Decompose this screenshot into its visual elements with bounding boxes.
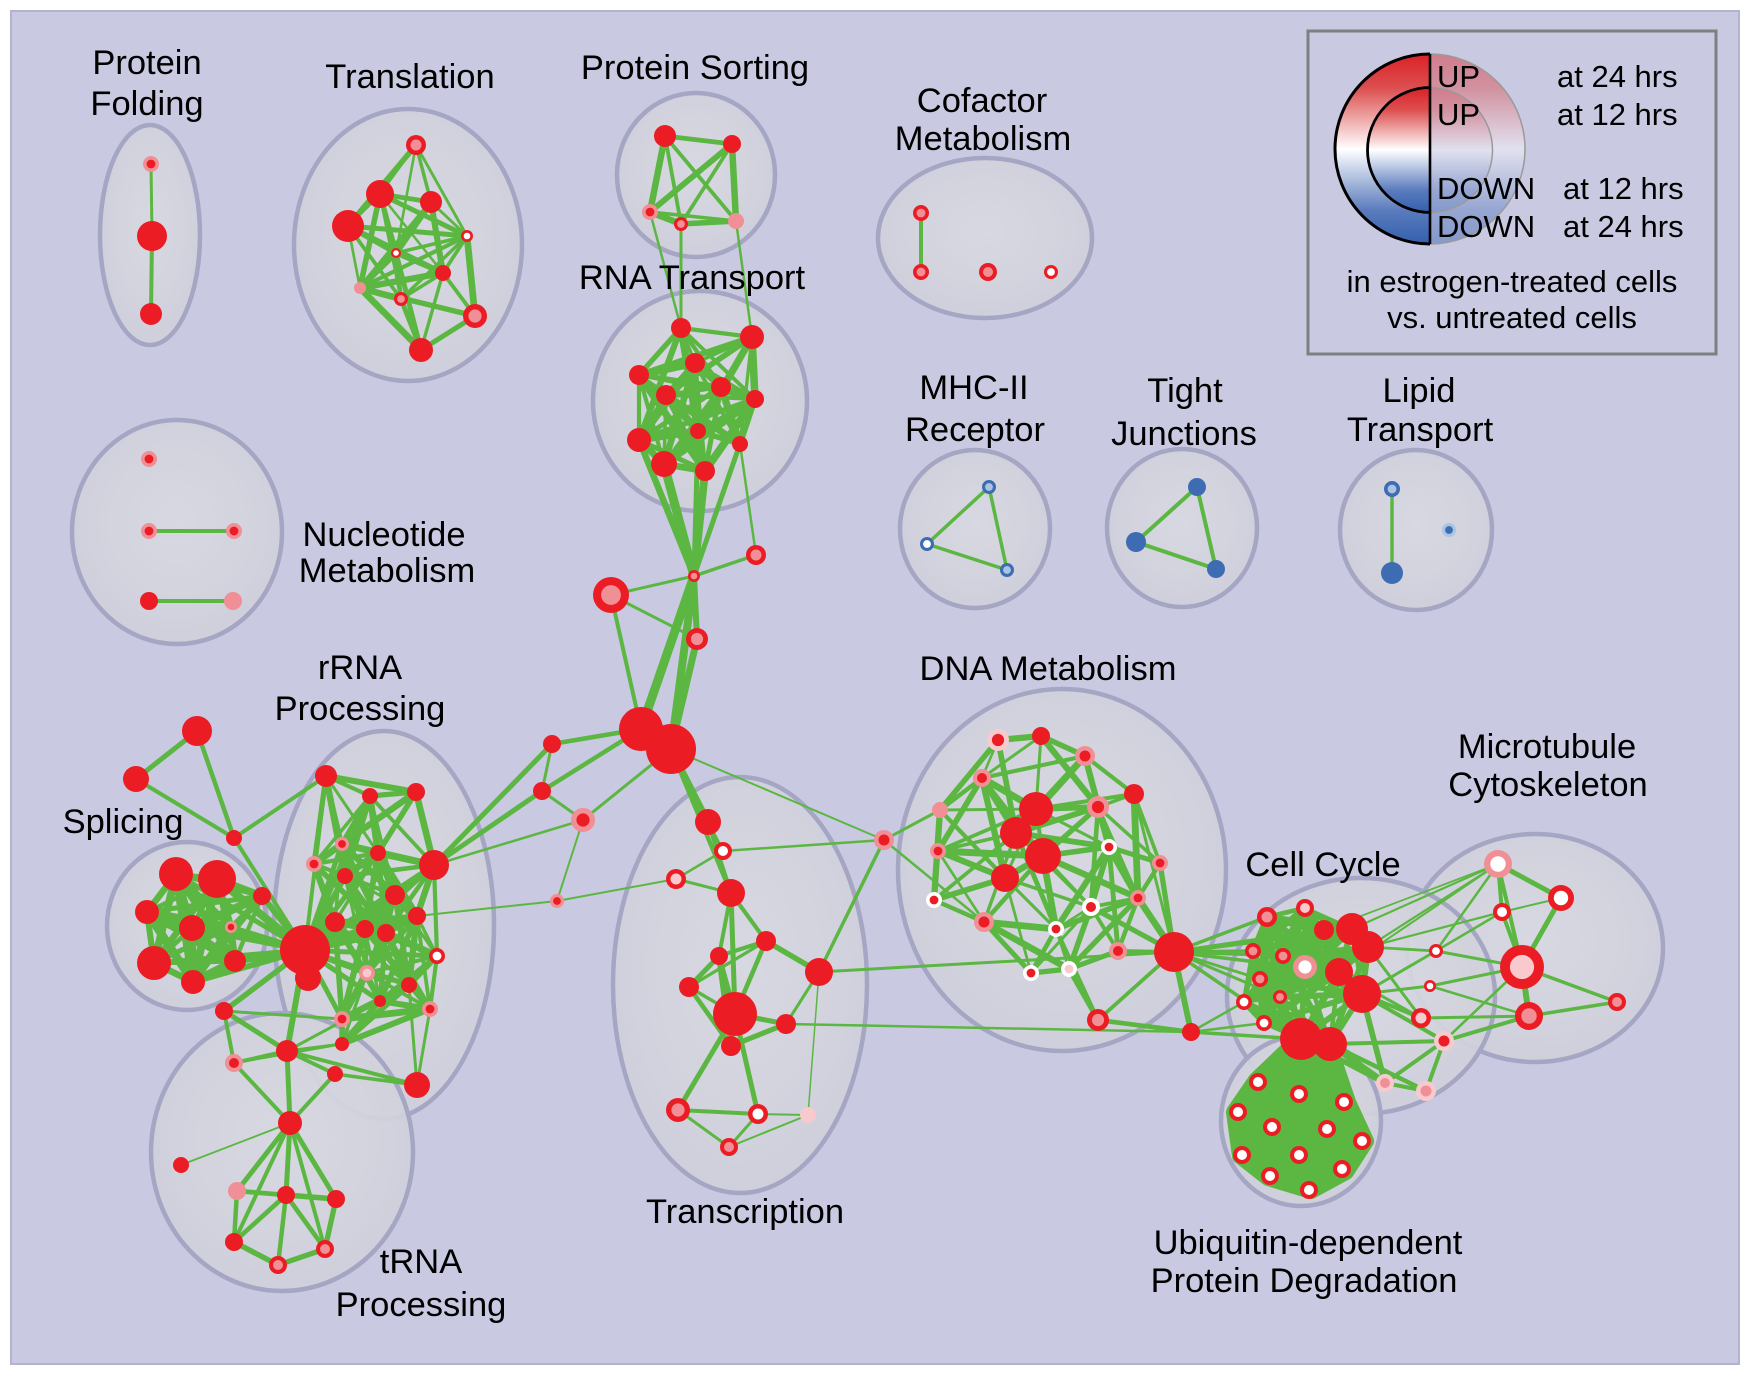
svg-text:Microtubule: Microtubule [1458, 728, 1636, 766]
svg-text:Ubiquitin-dependent: Ubiquitin-dependent [1154, 1224, 1463, 1262]
svg-text:DNA Metabolism: DNA Metabolism [920, 650, 1177, 688]
svg-text:at 12 hrs: at 12 hrs [1557, 97, 1678, 132]
svg-text:Metabolism: Metabolism [895, 120, 1071, 158]
svg-text:Cell Cycle: Cell Cycle [1245, 846, 1400, 884]
svg-text:Transcription: Transcription [646, 1193, 844, 1231]
svg-text:DOWN: DOWN [1437, 171, 1535, 206]
svg-text:Folding: Folding [90, 85, 203, 123]
svg-text:Processing: Processing [275, 690, 446, 728]
svg-text:tRNA: tRNA [380, 1243, 462, 1281]
svg-text:UP: UP [1437, 97, 1480, 132]
svg-text:Protein: Protein [92, 44, 201, 82]
svg-text:DOWN: DOWN [1437, 209, 1535, 244]
svg-text:Metabolism: Metabolism [299, 552, 475, 590]
svg-text:Transport: Transport [1347, 411, 1494, 449]
svg-text:at 24 hrs: at 24 hrs [1557, 59, 1678, 94]
svg-text:Protein Sorting: Protein Sorting [581, 49, 809, 87]
svg-text:Receptor: Receptor [905, 411, 1045, 449]
svg-text:Lipid: Lipid [1383, 372, 1456, 410]
svg-text:rRNA: rRNA [318, 649, 402, 687]
svg-text:Splicing: Splicing [63, 803, 184, 841]
svg-text:Nucleotide: Nucleotide [302, 516, 465, 554]
svg-text:MHC-II: MHC-II [919, 369, 1028, 407]
svg-text:at 12 hrs: at 12 hrs [1563, 171, 1684, 206]
svg-text:Protein Degradation: Protein Degradation [1151, 1262, 1458, 1300]
svg-text:Cytoskeleton: Cytoskeleton [1448, 766, 1647, 804]
svg-text:at 24 hrs: at 24 hrs [1563, 209, 1684, 244]
svg-text:UP: UP [1437, 59, 1480, 94]
svg-text:in estrogen-treated cells: in estrogen-treated cells [1347, 264, 1678, 299]
svg-text:Tight: Tight [1147, 372, 1223, 410]
svg-text:RNA Transport: RNA Transport [579, 259, 806, 297]
svg-text:Junctions: Junctions [1111, 415, 1257, 453]
svg-text:Processing: Processing [336, 1286, 507, 1324]
svg-text:Translation: Translation [325, 58, 494, 96]
svg-text:vs. untreated cells: vs. untreated cells [1387, 300, 1637, 335]
svg-text:Cofactor: Cofactor [917, 82, 1047, 120]
